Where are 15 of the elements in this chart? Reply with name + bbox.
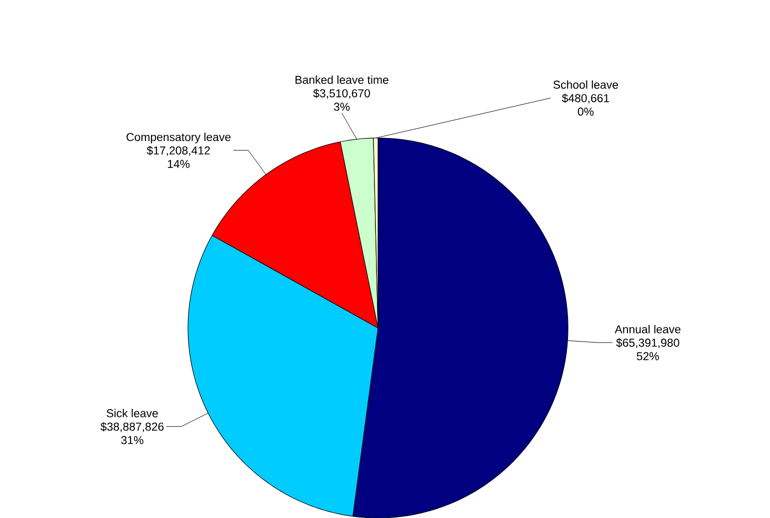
data-label: $3,510,670 bbox=[313, 88, 370, 99]
slice-label: Compensatory leave bbox=[126, 132, 231, 144]
slice-label: School leave bbox=[553, 80, 618, 89]
data-label: $480,661 bbox=[562, 93, 610, 104]
text: 3% bbox=[334, 102, 350, 111]
slice-label: Annual leave bbox=[614, 324, 680, 334]
text: 14% bbox=[168, 160, 190, 168]
text: 31% bbox=[121, 436, 144, 444]
data-label: $38,887,826 bbox=[100, 422, 164, 432]
slice-label: Banked leave time bbox=[296, 75, 388, 84]
text: 52% bbox=[636, 352, 659, 360]
data-label: $65,391,980 bbox=[616, 338, 680, 348]
text: 0% bbox=[578, 107, 594, 116]
slice-label: Sick leave bbox=[106, 408, 158, 418]
data-label: $17,208,412 bbox=[146, 146, 210, 156]
